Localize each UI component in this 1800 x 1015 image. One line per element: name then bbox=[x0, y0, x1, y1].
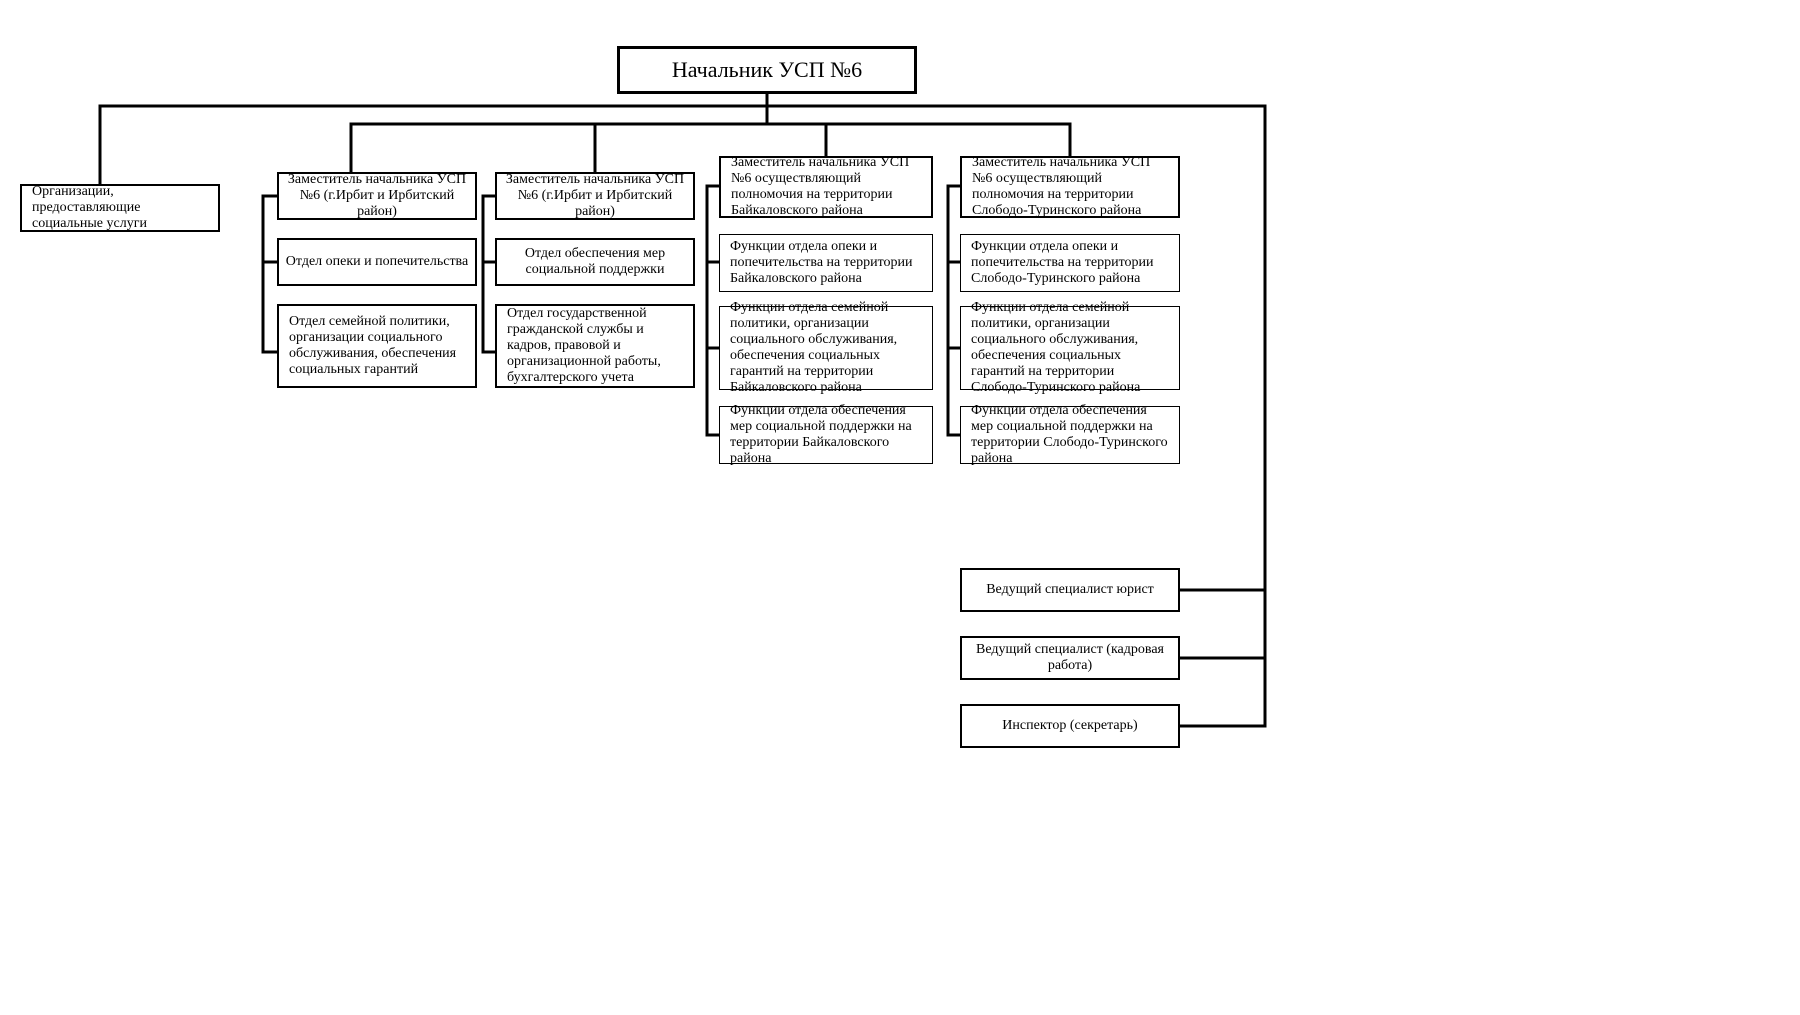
col2-item: Отдел государственной гражданской службы… bbox=[495, 304, 695, 388]
node-label: Отдел государственной гражданской службы… bbox=[507, 306, 683, 386]
node-label: Функции отдела обеспечения мер социально… bbox=[730, 403, 922, 467]
right-item: Ведущий специалист юрист bbox=[960, 568, 1180, 612]
node-label: Ведущий специалист юрист bbox=[986, 582, 1154, 598]
right-item: Инспектор (секретарь) bbox=[960, 704, 1180, 748]
node-label: Организации, предоставляющие социальные … bbox=[32, 184, 208, 232]
node-label: Заместитель начальника УСП №6 (г.Ирбит и… bbox=[503, 172, 687, 220]
col3-head: Заместитель начальника УСП №6 осуществля… bbox=[719, 156, 933, 218]
col1-item: Отдел опеки и попечительства bbox=[277, 238, 477, 286]
org-services-node: Организации, предоставляющие социальные … bbox=[20, 184, 220, 232]
node-label: Инспектор (секретарь) bbox=[1002, 718, 1137, 734]
node-label: Функции отдела семейной политики, органи… bbox=[971, 300, 1169, 397]
col4-item: Функции отдела опеки и попечительства на… bbox=[960, 234, 1180, 292]
col4-item: Функции отдела семейной политики, органи… bbox=[960, 306, 1180, 390]
col2-head: Заместитель начальника УСП №6 (г.Ирбит и… bbox=[495, 172, 695, 220]
node-label: Заместитель начальника УСП №6 (г.Ирбит и… bbox=[285, 172, 469, 220]
node-label: Функции отдела опеки и попечительства на… bbox=[730, 239, 922, 287]
node-label: Заместитель начальника УСП №6 осуществля… bbox=[731, 155, 921, 219]
node-label: Ведущий специалист (кадровая работа) bbox=[972, 642, 1168, 674]
col1-item: Отдел семейной политики, организации соц… bbox=[277, 304, 477, 388]
node-label: Отдел опеки и попечительства bbox=[286, 254, 468, 270]
node-label: Функции отдела опеки и попечительства на… bbox=[971, 239, 1169, 287]
node-label: Заместитель начальника УСП №6 осуществля… bbox=[972, 155, 1168, 219]
col4-item: Функции отдела обеспечения мер социально… bbox=[960, 406, 1180, 464]
node-label: Отдел семейной политики, организации соц… bbox=[289, 314, 465, 378]
col2-item: Отдел обеспечения мер социальной поддерж… bbox=[495, 238, 695, 286]
col3-item: Функции отдела опеки и попечительства на… bbox=[719, 234, 933, 292]
root-node: Начальник УСП №6 bbox=[617, 46, 917, 94]
node-label: Начальник УСП №6 bbox=[672, 57, 862, 82]
col3-item: Функции отдела обеспечения мер социально… bbox=[719, 406, 933, 464]
col1-head: Заместитель начальника УСП №6 (г.Ирбит и… bbox=[277, 172, 477, 220]
edge-layer bbox=[0, 0, 1800, 1015]
node-label: Отдел обеспечения мер социальной поддерж… bbox=[503, 246, 687, 278]
node-label: Функции отдела обеспечения мер социально… bbox=[971, 403, 1169, 467]
col4-head: Заместитель начальника УСП №6 осуществля… bbox=[960, 156, 1180, 218]
org-chart-canvas: Начальник УСП №6 Организации, предоставл… bbox=[0, 0, 1800, 1015]
col3-item: Функции отдела семейной политики, органи… bbox=[719, 306, 933, 390]
node-label: Функции отдела семейной политики, органи… bbox=[730, 300, 922, 397]
right-item: Ведущий специалист (кадровая работа) bbox=[960, 636, 1180, 680]
